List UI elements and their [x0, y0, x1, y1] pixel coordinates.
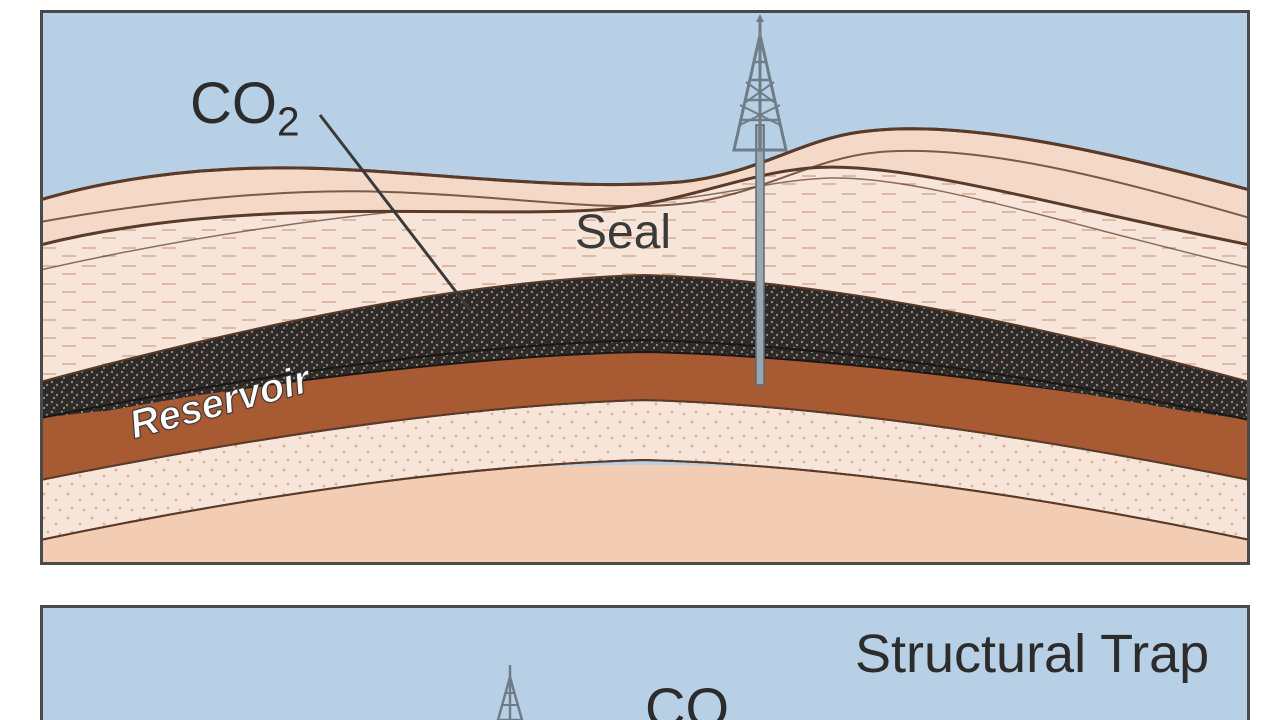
seal-text: Seal	[575, 206, 671, 259]
structural-trap-title: Structural Trap	[855, 623, 1209, 685]
title-text: Structural Trap	[855, 624, 1209, 684]
geological-cross-section-panel: CO2 Seal Reservoir	[40, 10, 1250, 565]
co2-label: CO2	[190, 70, 300, 146]
co2-label-2: CO	[645, 675, 729, 720]
co2-sub: 2	[277, 99, 300, 145]
second-panel-partial: Structural Trap CO	[40, 605, 1250, 720]
co2-text-2: CO	[645, 676, 729, 720]
co2-text: CO	[190, 71, 277, 136]
seal-label: Seal	[575, 205, 671, 260]
